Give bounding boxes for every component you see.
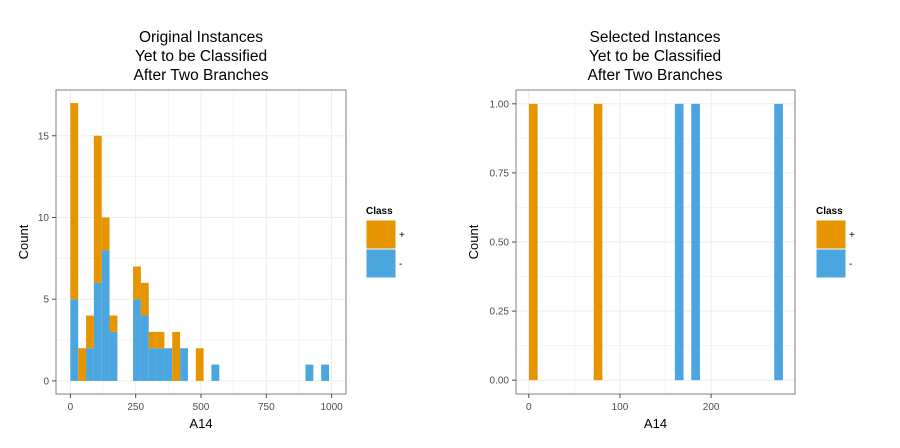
bar-minus-x255 [133,299,141,381]
bar-plus-x135 [101,217,110,251]
bar-minus-x75 [86,348,94,381]
chart-title-line: Yet to be Classified [589,48,721,65]
bar-plus-x75 [86,315,94,349]
y-tick-label: 0.50 [490,238,510,249]
chart-2: 0 100 200 0.00 0.25 0.50 0.75 1.00 Selected Inst… [466,29,855,431]
bar-minus-x105 [93,282,102,381]
chart-title-line: Yet to be Classified [135,48,267,65]
bar-minus-x15 [70,299,79,381]
bar-minus-x135 [101,250,110,381]
legend-title: Class [816,206,843,217]
x-tick-label: 500 [193,402,210,413]
x-axis-title: A14 [189,416,212,431]
legend: Class + - [365,206,405,279]
legend-key-minus [365,248,397,279]
chart-title-line: After Two Branches [588,67,723,84]
bar-plus-x15 [70,103,79,300]
y-axis-title: Count [466,224,481,259]
y-tick-label: 0.75 [490,168,510,179]
x-tick-label: 1000 [321,402,344,413]
legend-label: - [849,259,852,270]
bar-plus-x285 [140,282,149,316]
x-tick-label: 750 [258,402,275,413]
bars [70,103,330,381]
chart-title-line: After Two Branches [134,67,269,84]
legend: Class + - [815,206,855,279]
y-tick-label: 5 [43,295,49,306]
chart-title-line: Original Instances [139,29,263,46]
legend-key-plus [365,219,397,250]
chart-title-line: Selected Instances [590,29,721,46]
bar-minus-x274 [774,103,783,381]
x-tick-label: 0 [526,402,532,413]
bars [528,103,783,381]
y-tick-label: 15 [38,131,50,142]
y-tick-label: 1.00 [490,99,510,110]
bar-minus-x183 [691,103,700,381]
bar-plus-x315 [148,331,157,349]
y-axis-title: Count [16,224,31,259]
chart-1: 0 250 500 750 1000 0 5 10 15 Original Instances Ye… [16,29,405,431]
bar-minus-x435 [180,348,188,381]
legend-key-plus [815,219,847,250]
bar-plus-x165 [109,315,118,332]
bar-plus-x45 [78,348,87,381]
bar-minus-x555 [211,364,220,381]
bar-minus-x285 [140,315,149,381]
bar-minus-x915 [305,364,314,381]
legend-key-minus [815,248,847,279]
bar-minus-x315 [148,348,157,381]
bar-minus-x345 [156,348,165,381]
x-tick-label: 200 [703,402,720,413]
legend-title: Class [366,206,393,217]
legend-label: - [399,259,402,270]
x-tick-label: 250 [127,402,144,413]
y-tick-label: 10 [38,213,50,224]
bar-plus-x495 [195,348,204,381]
bar-minus-x165 [674,103,684,381]
y-tick-label: 0.25 [490,307,510,318]
y-tick-label: 0 [43,376,49,387]
gridlines [516,90,795,394]
bar-plus-x105 [93,135,102,283]
x-axis-title: A14 [644,416,667,431]
legend-label: + [849,230,855,241]
bar-plus-x405 [172,331,181,381]
y-tick-label: 0.00 [490,376,510,387]
x-tick-label: 100 [612,402,629,413]
bar-minus-x165 [109,331,118,381]
bar-plus-x345 [156,331,165,349]
legend-label: + [399,230,405,241]
x-tick-label: 0 [68,402,74,413]
bar-plus-x5 [528,103,538,381]
bar-minus-x975 [321,364,330,381]
bar-plus-x255 [133,266,141,300]
bar-plus-x76 [593,103,603,381]
bar-minus-x375 [164,348,173,381]
